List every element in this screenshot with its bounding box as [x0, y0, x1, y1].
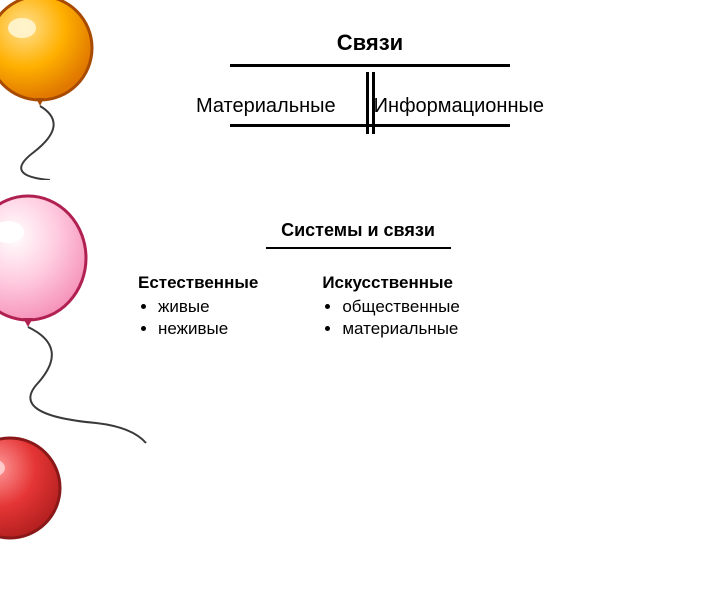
tree-title: Связи	[170, 30, 570, 56]
tree-rule-bottom	[230, 124, 510, 127]
column-natural: Естественные живые неживые	[138, 273, 258, 341]
list-item: материальные	[342, 319, 459, 339]
tree-stem	[366, 72, 369, 134]
list-item: живые	[158, 297, 258, 317]
tree-branch-left: Материальные	[196, 95, 336, 118]
column-artificial-list: общественные материальные	[322, 297, 459, 339]
column-artificial-head: Искусственные	[322, 273, 459, 293]
connections-tree: Связи Материальные Информационные	[170, 30, 570, 127]
list-item: общественные	[342, 297, 459, 317]
list-item: неживые	[158, 319, 258, 339]
column-natural-head: Естественные	[138, 273, 258, 293]
balloon-pink-icon	[0, 188, 160, 448]
systems-block: Системы и связи Естественные живые нежив…	[138, 220, 578, 341]
block2-title: Системы и связи	[138, 220, 578, 241]
balloon-red-icon	[0, 432, 112, 592]
tree-stem	[372, 72, 375, 134]
block2-rule	[266, 247, 451, 249]
column-natural-list: живые неживые	[138, 297, 258, 339]
column-artificial: Искусственные общественные материальные	[322, 273, 459, 341]
tree-rule	[230, 64, 510, 67]
balloon-orange-icon	[0, 0, 140, 180]
tree-branch-right: Информационные	[374, 95, 544, 118]
